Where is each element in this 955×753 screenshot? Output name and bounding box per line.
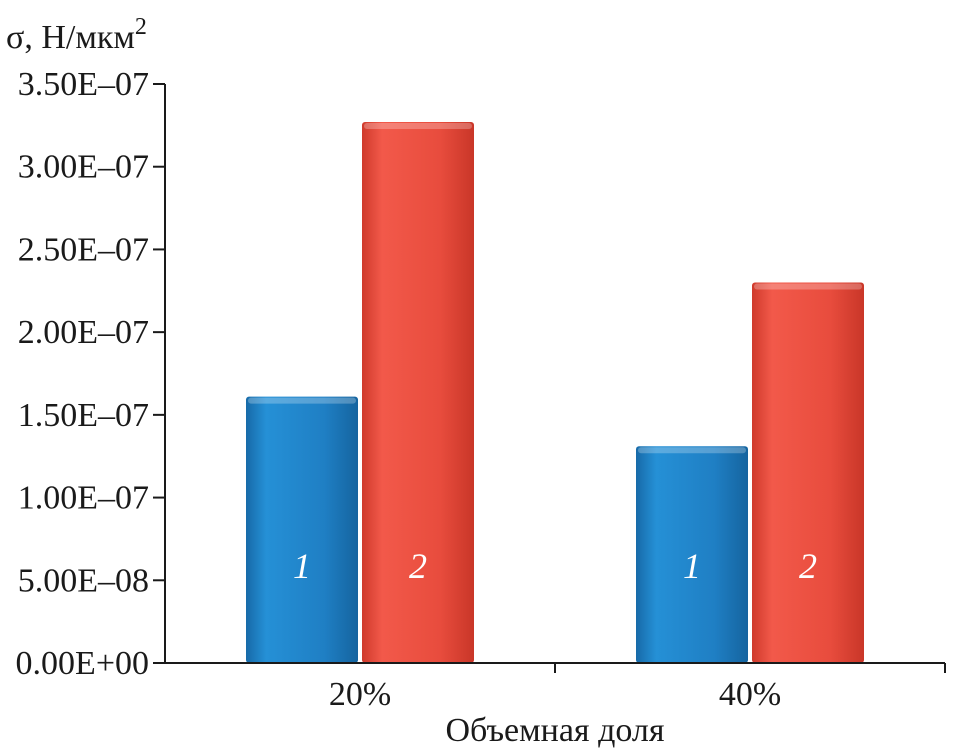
x-category-label: 40% [719, 676, 781, 713]
bar-20pct-series-2 [362, 122, 474, 663]
bar-highlight [364, 123, 472, 130]
bar-highlight [638, 447, 746, 454]
y-axis-title-superscript: 2 [135, 14, 147, 40]
y-tick-label: 0.00E+00 [16, 645, 149, 682]
y-tick-label: 2.00E–07 [18, 314, 149, 351]
y-tick-label: 1.50E–07 [18, 397, 149, 434]
bar-series-label: 2 [799, 546, 817, 586]
y-ticks-group: 0.00E+00 5.00E–08 1.00E–07 1.50E–07 2.00E–07… [16, 66, 165, 682]
y-tick-label: 2.50E–07 [18, 231, 149, 268]
bar-series-label: 2 [409, 546, 427, 586]
x-axis-title: Объемная доля [445, 712, 664, 749]
bar-highlight [754, 283, 862, 290]
y-tick-label: 5.00E–08 [18, 562, 149, 599]
bar-series-label: 1 [293, 546, 311, 586]
y-tick-label: 3.00E–07 [18, 149, 149, 186]
x-category-label: 20% [329, 676, 391, 713]
y-axis-title: σ, Н/мкм2 [6, 14, 147, 56]
x-ticks-group: 20% 40% [329, 663, 946, 713]
bar-series-label: 1 [683, 546, 701, 586]
bar-20pct-series-1 [246, 396, 358, 663]
bar-40pct-series-2 [752, 282, 864, 663]
bar-highlight [248, 397, 356, 404]
bar-labels-group: 1 2 1 2 [293, 546, 817, 586]
y-tick-label: 1.00E–07 [18, 480, 149, 517]
bars-group [246, 122, 864, 663]
y-tick-label: 3.50E–07 [18, 66, 149, 103]
bar-40pct-series-1 [636, 446, 748, 663]
